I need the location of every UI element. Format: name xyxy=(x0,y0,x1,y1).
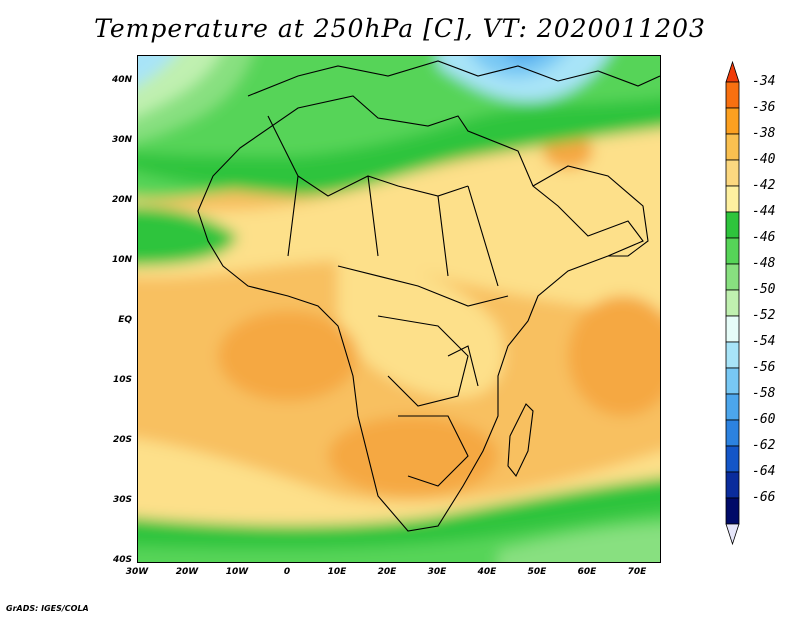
colorbar-segment xyxy=(725,107,740,135)
lat-label: 10N xyxy=(111,255,132,265)
lon-label: 70E xyxy=(627,567,647,577)
lon-label: 30E xyxy=(427,567,447,577)
lon-label: 10W xyxy=(225,567,249,577)
colorbar-segment xyxy=(725,237,740,265)
colorbar-segment xyxy=(725,315,740,343)
lat-label: 30N xyxy=(111,135,132,145)
colorbar-segment xyxy=(725,419,740,447)
map-canvas xyxy=(138,56,660,562)
colorbar-segment xyxy=(725,81,740,109)
colorbar-label: -54 xyxy=(752,334,776,349)
colorbar-label: -56 xyxy=(752,360,776,375)
colorbar-segment xyxy=(725,211,740,239)
lat-label: 20S xyxy=(112,435,132,445)
colorbar-label: -38 xyxy=(752,126,776,141)
colorbar-segment xyxy=(725,445,740,473)
coastlines xyxy=(197,60,660,532)
lat-label: 20N xyxy=(111,195,132,205)
colorbar-top-arrow xyxy=(725,60,740,83)
lon-label: 30W xyxy=(125,567,149,577)
colorbar-segment xyxy=(725,367,740,395)
lon-label: 60E xyxy=(577,567,597,577)
colorbar-label: -48 xyxy=(752,256,776,271)
lon-label: 50E xyxy=(527,567,547,577)
lon-label: 20E xyxy=(377,567,397,577)
colorbar xyxy=(725,60,740,546)
credit-text: GrADS: IGES/COLA xyxy=(6,604,89,613)
lon-label: 10E xyxy=(327,567,347,577)
colorbar-segment xyxy=(725,185,740,213)
colorbar-segment xyxy=(725,471,740,499)
lat-label: 10S xyxy=(112,375,132,385)
chart-title: Temperature at 250hPa [C], VT: 202001120… xyxy=(94,14,706,43)
colorbar-label: -46 xyxy=(752,230,776,245)
lon-label: 20W xyxy=(175,567,199,577)
colorbar-segment xyxy=(725,133,740,161)
colorbar-segment xyxy=(725,289,740,317)
lat-label: EQ xyxy=(118,315,132,325)
colorbar-label: -62 xyxy=(752,438,776,453)
colorbar-label: -42 xyxy=(752,178,776,193)
colorbar-label: -52 xyxy=(752,308,776,323)
colorbar-bottom-arrow xyxy=(725,523,740,546)
colorbar-label: -36 xyxy=(752,100,776,115)
lat-label: 40N xyxy=(111,75,132,85)
colorbar-segment xyxy=(725,159,740,187)
lon-label: 40E xyxy=(477,567,497,577)
lat-label: 40S xyxy=(112,555,132,565)
colorbar-segment xyxy=(725,393,740,421)
colorbar-segment xyxy=(725,341,740,369)
colorbar-label: -60 xyxy=(752,412,776,427)
colorbar-label: -44 xyxy=(752,204,776,219)
colorbar-label: -34 xyxy=(752,74,776,89)
colorbar-label: -66 xyxy=(752,490,776,505)
colorbar-label: -64 xyxy=(752,464,776,479)
temperature-map xyxy=(137,55,661,563)
colorbar-label: -40 xyxy=(752,152,776,167)
colorbar-segment xyxy=(725,263,740,291)
lon-label: 0 xyxy=(283,567,291,577)
colorbar-label: -58 xyxy=(752,386,776,401)
temperature-field xyxy=(138,56,660,562)
colorbar-segment xyxy=(725,497,740,525)
colorbar-label: -50 xyxy=(752,282,776,297)
lat-label: 30S xyxy=(112,495,132,505)
